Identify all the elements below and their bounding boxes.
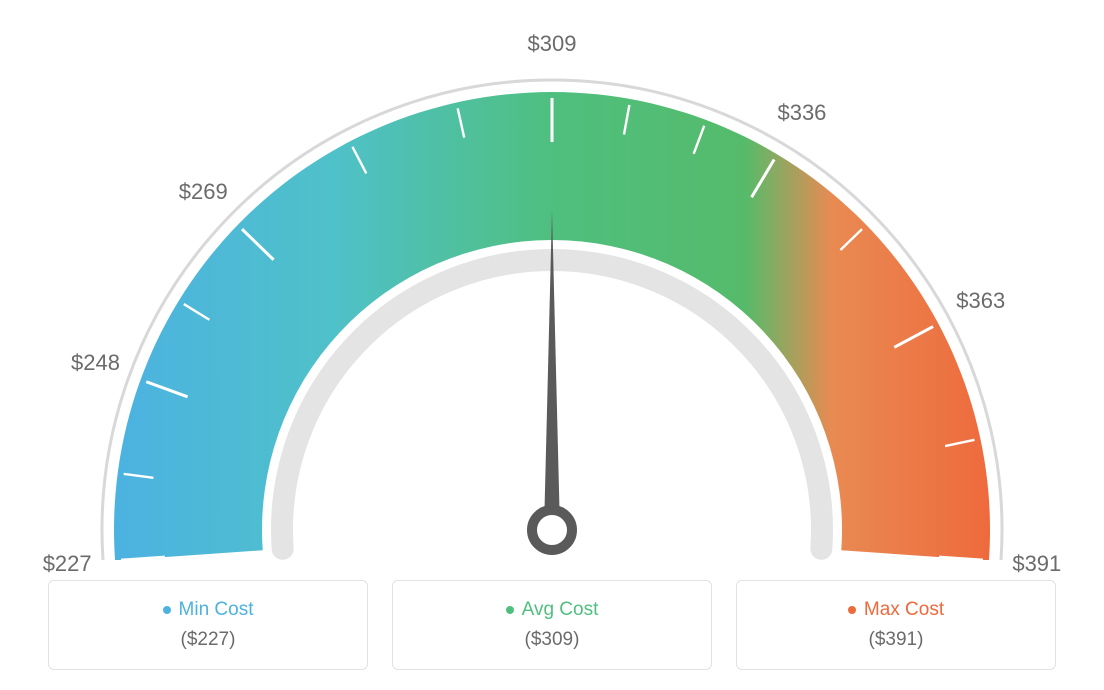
gauge-tick-label: $336: [777, 100, 826, 126]
legend-card-min: Min Cost ($227): [48, 580, 368, 670]
gauge-tick-label: $309: [528, 31, 577, 57]
gauge-svg: [0, 0, 1104, 560]
gauge-tick-label: $391: [1012, 551, 1061, 577]
legend-row: Min Cost ($227) Avg Cost ($309) Max Cost…: [0, 580, 1104, 670]
gauge-tick-label: $248: [71, 350, 120, 376]
legend-title-max: Max Cost: [848, 599, 944, 621]
legend-dot-min: [163, 606, 171, 614]
gauge-chart: $227$248$269$309$336$363$391: [0, 0, 1104, 560]
legend-value-min: ($227): [49, 629, 367, 651]
gauge-tick-label: $269: [179, 179, 228, 205]
legend-dot-avg: [506, 606, 514, 614]
legend-value-max: ($391): [737, 629, 1055, 651]
legend-card-avg: Avg Cost ($309): [392, 580, 712, 670]
legend-title-max-text: Max Cost: [864, 599, 944, 621]
legend-title-avg-text: Avg Cost: [522, 599, 599, 621]
legend-dot-max: [848, 606, 856, 614]
legend-title-min: Min Cost: [163, 599, 254, 621]
legend-title-min-text: Min Cost: [179, 599, 254, 621]
gauge-tick-label: $227: [43, 551, 92, 577]
legend-value-avg: ($309): [393, 629, 711, 651]
gauge-tick-label: $363: [956, 288, 1005, 314]
legend-title-avg: Avg Cost: [506, 599, 599, 621]
legend-card-max: Max Cost ($391): [736, 580, 1056, 670]
